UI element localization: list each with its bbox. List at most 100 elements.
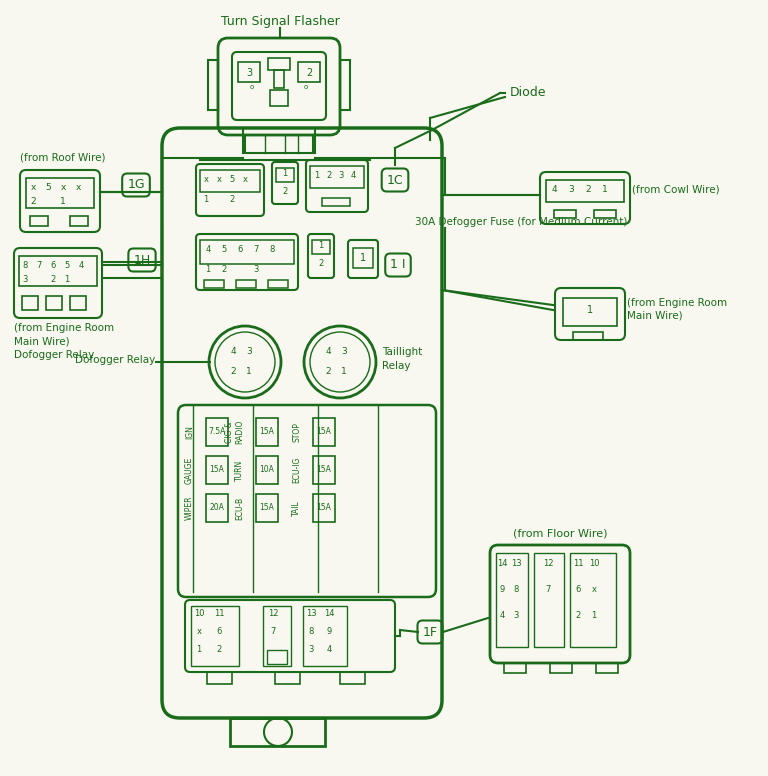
Text: TAIL: TAIL: [292, 500, 301, 516]
Text: x: x: [591, 584, 597, 594]
Text: 3: 3: [22, 275, 28, 285]
Text: 15A: 15A: [260, 504, 274, 512]
Text: 4: 4: [230, 348, 236, 356]
Text: 5: 5: [65, 261, 70, 269]
Bar: [570, 553, 616, 647]
Bar: [274, 70, 284, 88]
Text: 7: 7: [36, 261, 41, 269]
Text: ECU-IG: ECU-IG: [292, 457, 301, 483]
Text: 1: 1: [204, 195, 209, 203]
Text: 8: 8: [308, 628, 313, 636]
Bar: [256, 456, 278, 484]
Text: 1: 1: [360, 253, 366, 263]
Text: 3: 3: [253, 265, 259, 275]
Bar: [70, 216, 88, 226]
Bar: [276, 168, 294, 182]
Bar: [313, 456, 335, 484]
Text: 14: 14: [324, 609, 334, 618]
Bar: [236, 280, 256, 288]
Text: STOP: STOP: [292, 422, 301, 442]
Text: 12: 12: [543, 559, 553, 567]
Text: IGN: IGN: [185, 425, 194, 439]
Bar: [340, 672, 365, 684]
Text: o: o: [250, 84, 254, 90]
Text: 2: 2: [319, 259, 323, 268]
Bar: [310, 166, 364, 188]
Bar: [322, 198, 350, 206]
Bar: [312, 240, 330, 254]
Text: 13: 13: [511, 559, 521, 567]
Text: 1G: 1G: [127, 178, 145, 192]
Text: 1: 1: [60, 198, 66, 206]
Text: 3: 3: [341, 348, 347, 356]
Bar: [546, 180, 624, 202]
Text: 1: 1: [246, 368, 252, 376]
Bar: [554, 210, 576, 218]
Text: 2: 2: [306, 68, 312, 78]
Bar: [191, 606, 239, 666]
Bar: [19, 256, 97, 286]
Bar: [206, 456, 228, 484]
Text: 4: 4: [326, 646, 332, 654]
Text: 1: 1: [602, 185, 608, 195]
Bar: [298, 62, 320, 82]
Text: 6: 6: [237, 244, 243, 254]
Bar: [245, 135, 313, 153]
Text: 30A Defogger Fuse (for Medium Current): 30A Defogger Fuse (for Medium Current): [415, 217, 627, 227]
Text: 3: 3: [246, 348, 252, 356]
Text: 1: 1: [197, 646, 202, 654]
Bar: [313, 494, 335, 522]
Text: 13: 13: [306, 609, 316, 618]
Text: 4: 4: [350, 171, 356, 179]
Bar: [563, 298, 617, 326]
Text: 4: 4: [499, 611, 505, 619]
Text: 2: 2: [575, 611, 581, 619]
Bar: [70, 296, 86, 310]
Text: Turn Signal Flasher: Turn Signal Flasher: [220, 16, 339, 29]
Text: Taillight: Taillight: [382, 347, 422, 357]
Text: 1: 1: [591, 611, 597, 619]
Bar: [313, 418, 335, 446]
Text: 2: 2: [30, 198, 36, 206]
Text: 2: 2: [325, 368, 331, 376]
Text: (from Roof Wire): (from Roof Wire): [20, 153, 105, 163]
Text: 6: 6: [217, 628, 222, 636]
Text: 1: 1: [205, 265, 210, 275]
Bar: [207, 672, 232, 684]
Text: 2: 2: [283, 188, 288, 196]
Text: 7: 7: [270, 628, 276, 636]
Bar: [22, 296, 38, 310]
Text: 4: 4: [551, 185, 557, 195]
Text: 4: 4: [325, 348, 331, 356]
Text: 12: 12: [268, 609, 278, 618]
Text: 1H: 1H: [134, 254, 151, 266]
Text: x: x: [30, 182, 35, 192]
Text: (from Engine Room: (from Engine Room: [14, 323, 114, 333]
Text: 10: 10: [589, 559, 599, 567]
Text: (from Floor Wire): (from Floor Wire): [513, 528, 607, 538]
Bar: [594, 210, 616, 218]
Text: 3: 3: [568, 185, 574, 195]
Text: Dofogger Relay: Dofogger Relay: [74, 355, 155, 365]
Text: 15A: 15A: [260, 428, 274, 436]
Bar: [200, 170, 260, 192]
Text: x: x: [243, 175, 247, 183]
Bar: [263, 606, 291, 666]
Bar: [596, 663, 618, 673]
Bar: [267, 650, 287, 664]
Text: 20A: 20A: [210, 504, 224, 512]
Text: 2: 2: [230, 195, 235, 203]
Text: TURN: TURN: [235, 459, 244, 480]
Bar: [303, 606, 347, 666]
Bar: [206, 418, 228, 446]
Bar: [268, 58, 290, 70]
Text: 15A: 15A: [316, 504, 332, 512]
Bar: [238, 62, 260, 82]
Bar: [46, 296, 62, 310]
Bar: [275, 672, 300, 684]
Text: x: x: [75, 182, 81, 192]
Text: CIG &
RADIO: CIG & RADIO: [224, 420, 244, 444]
Text: 7.5A: 7.5A: [208, 428, 226, 436]
Text: 1: 1: [587, 305, 593, 315]
Bar: [256, 494, 278, 522]
